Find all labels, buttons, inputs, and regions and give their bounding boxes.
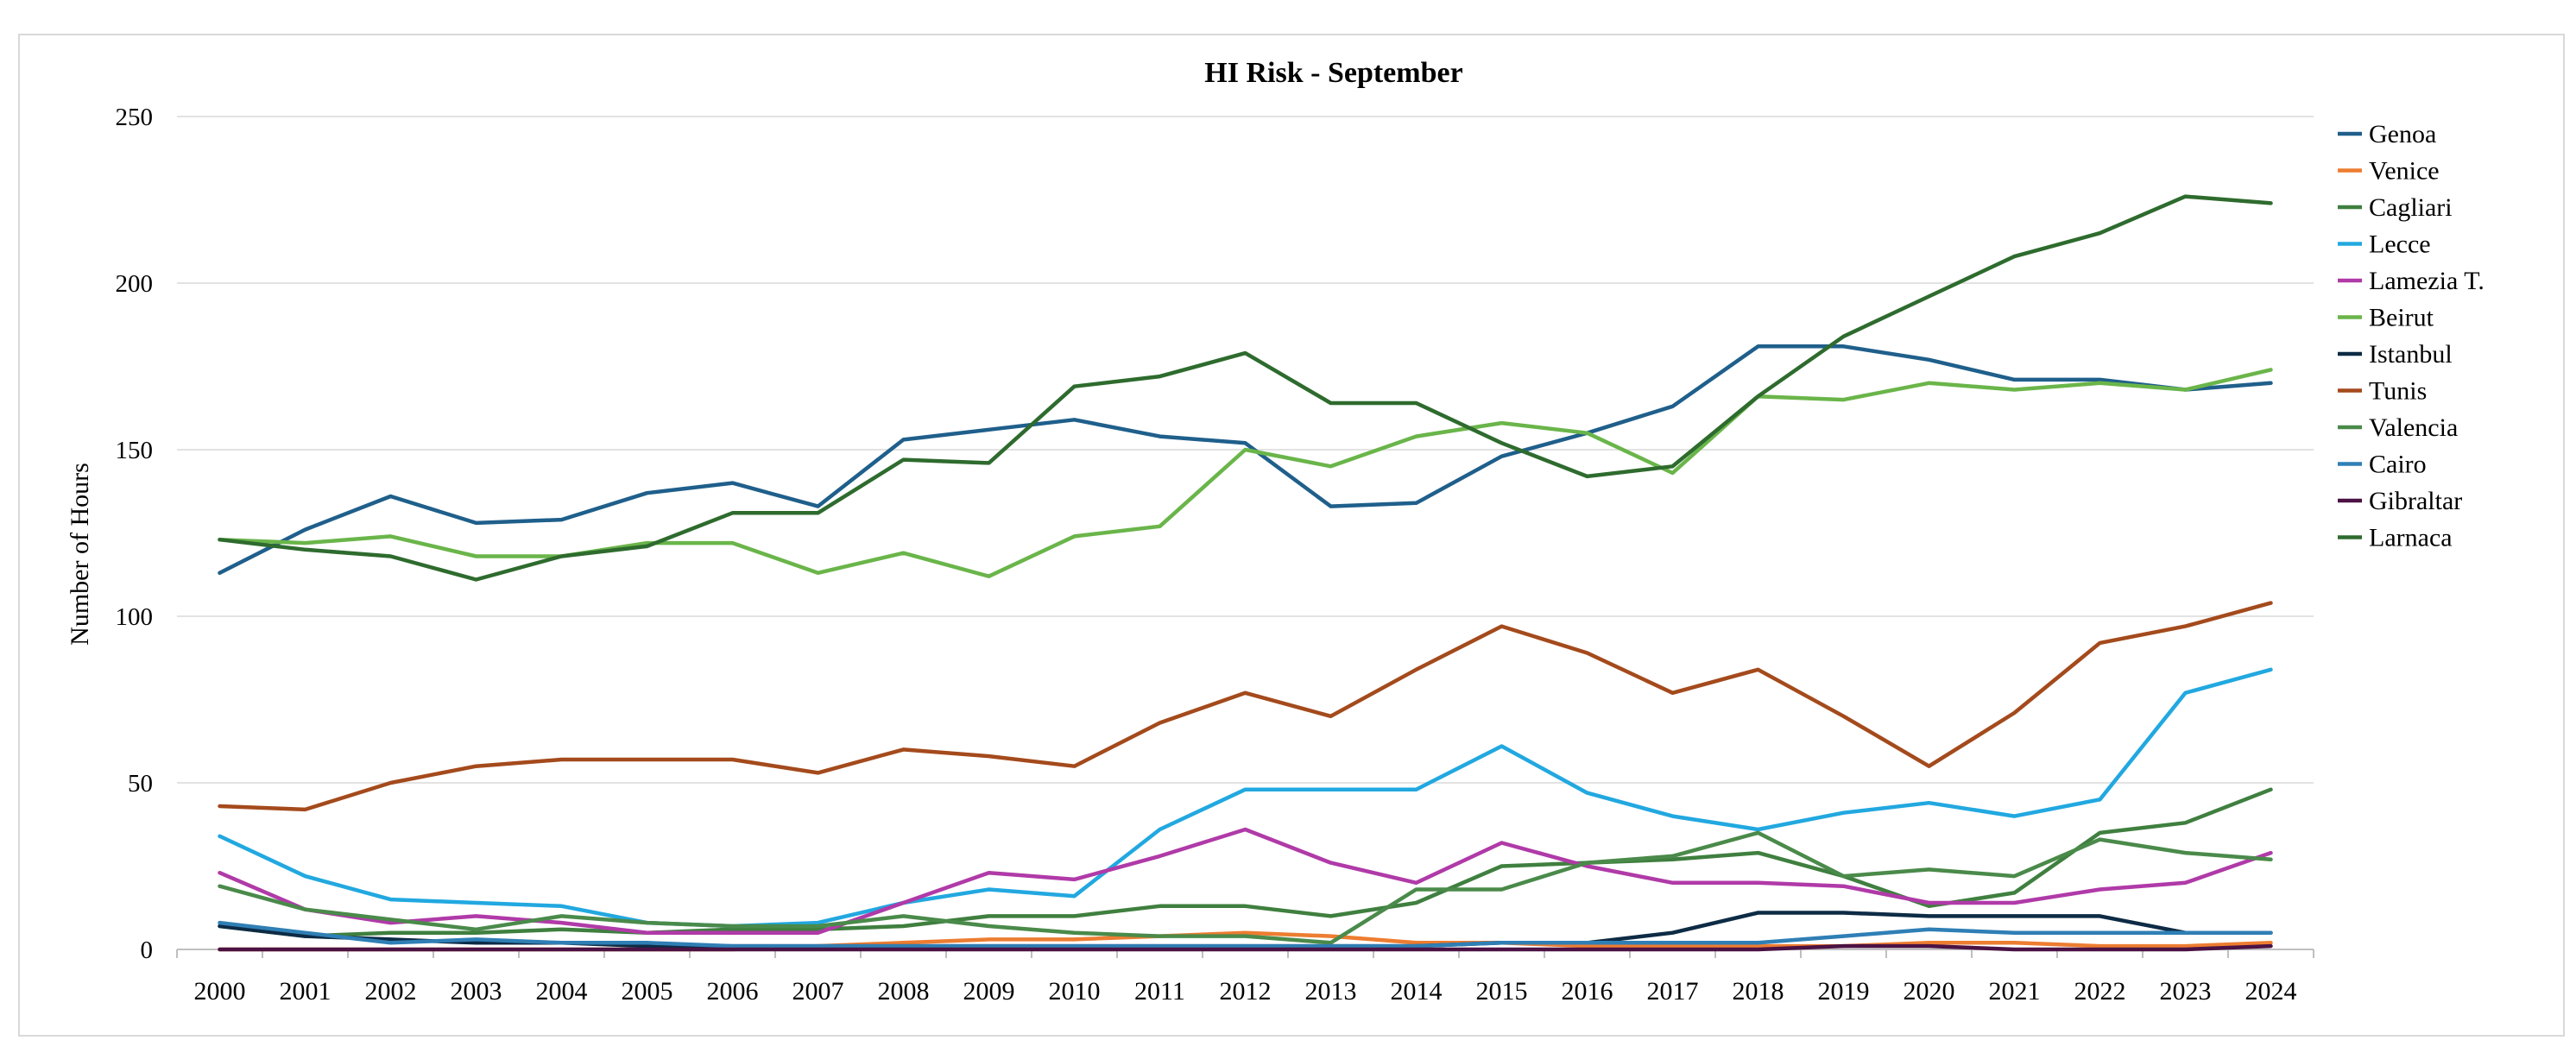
series-lines [218,194,2273,952]
x-tick-label: 2002 [365,977,417,1006]
x-tick-label: 2010 [1049,977,1101,1006]
x-tick-label: 2013 [1305,977,1357,1006]
x-tick-label: 2016 [1562,977,1613,1006]
series-line-tunis [218,601,2273,812]
y-tick-label: 250 [116,104,154,131]
legend-label-gibraltar: Gibraltar [2369,487,2462,515]
y-tick-label: 0 [141,936,154,964]
x-tick-label: 2000 [194,977,246,1006]
x-tick-label: 2005 [622,977,673,1006]
series-line-valencia [218,830,2273,945]
legend-label-lamezia-t: Lamezia T. [2369,267,2484,295]
x-tick-label: 2018 [1733,977,1784,1006]
x-tick-label: 2007 [792,977,844,1006]
legend-label-venice: Venice [2369,157,2440,186]
series-line-lecce [218,667,2273,929]
x-tick-label: 2021 [1989,977,2041,1006]
y-tick-label: 200 [116,270,154,298]
series-line-cagliari [218,787,2273,938]
legend-label-beirut: Beirut [2369,304,2434,332]
legend-label-lecce: Lecce [2369,230,2431,259]
chart-border [18,34,2565,1037]
x-tick-label: 2015 [1476,977,1528,1006]
series-line-gibraltar [218,943,2273,952]
x-axis-ticks: 2000 2001 2002 2003 2004 2005 2006 2007 2008 2009… [176,949,2314,1006]
x-tick-label: 2009 [963,977,1015,1006]
gridlines [177,116,2314,950]
y-axis-label: Number of Hours [66,463,94,646]
legend-label-tunis: Tunis [2369,377,2427,406]
x-tick-label: 2003 [451,977,502,1006]
x-tick-label: 2012 [1220,977,1272,1006]
x-tick-label: 2023 [2160,977,2212,1006]
series-line-cairo [218,920,2273,949]
y-tick-label: 100 [116,603,154,631]
x-tick-label: 2017 [1647,977,1699,1006]
x-tick-label: 2008 [878,977,930,1006]
legend-label-larnaca: Larnaca [2369,524,2453,552]
x-tick-label: 2024 [2245,977,2297,1006]
x-tick-label: 2006 [707,977,759,1006]
series-line-lamezia-t [218,827,2273,935]
y-tick-label: 150 [116,437,154,464]
legend: Genoa Venice Cagliari Lecce Lamezia T. Beirut… [2338,120,2484,552]
legend-label-cairo: Cairo [2369,451,2427,479]
legend-label-valencia: Valencia [2369,413,2458,442]
x-tick-label: 2014 [1391,977,1443,1006]
y-tick-label: 50 [128,770,153,798]
series-line-genoa [218,344,2273,576]
x-tick-label: 2004 [536,977,588,1006]
chart-title: HI Risk - September [1204,57,1462,89]
y-axis-ticks: 0 50 100 150 200 250 [116,104,154,964]
series-line-larnaca [218,194,2273,582]
x-tick-label: 2019 [1818,977,1870,1006]
x-tick-label: 2011 [1134,977,1185,1006]
legend-label-cagliari: Cagliari [2369,193,2453,222]
legend-label-genoa: Genoa [2369,120,2436,148]
legend-label-istanbul: Istanbul [2369,340,2453,369]
x-tick-label: 2020 [1904,977,1955,1006]
x-tick-label: 2001 [280,977,331,1006]
x-tick-label: 2022 [2074,977,2126,1006]
